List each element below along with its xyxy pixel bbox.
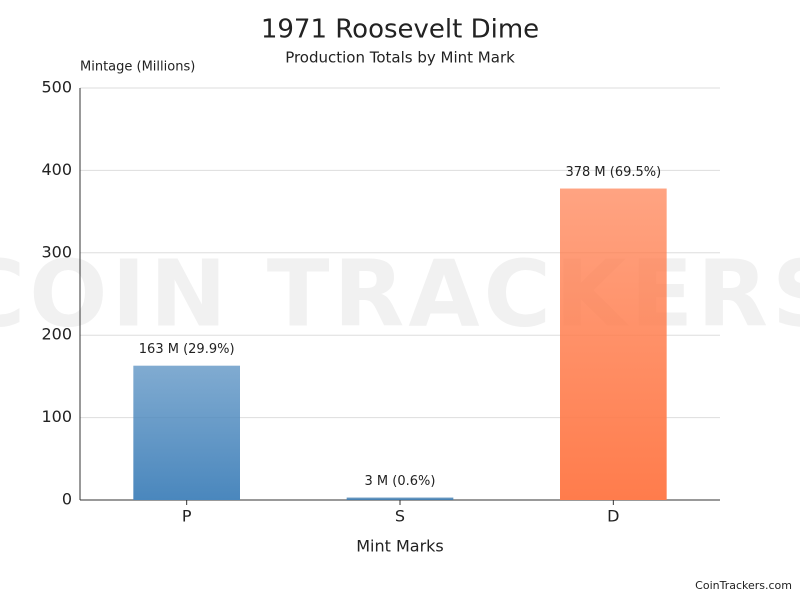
bar [133, 365, 240, 500]
y-tick-label: 500 [41, 78, 72, 97]
y-tick-label: 300 [41, 242, 72, 261]
y-axis-label: Mintage (Millions) [80, 60, 195, 75]
x-tick-label: P [182, 507, 192, 526]
data-label: 3 M (0.6%) [365, 474, 436, 489]
watermark: COIN TRACKERS [0, 240, 800, 347]
chart-title: 1971 Roosevelt Dime [261, 15, 539, 45]
y-tick-label: 100 [41, 407, 72, 426]
y-tick-label: 400 [41, 160, 72, 179]
data-label: 163 M (29.9%) [139, 342, 235, 357]
y-tick-label: 0 [62, 490, 72, 509]
credit: CoinTrackers.com [695, 579, 792, 592]
bar [346, 497, 454, 500]
chart-subtitle: Production Totals by Mint Mark [285, 49, 515, 67]
y-tick-label: 200 [41, 325, 72, 344]
x-tick-label: S [395, 507, 405, 526]
data-label: 378 M (69.5%) [565, 165, 661, 180]
bar [560, 188, 667, 500]
x-tick-label: D [607, 507, 619, 526]
x-axis-label: Mint Marks [356, 537, 444, 556]
